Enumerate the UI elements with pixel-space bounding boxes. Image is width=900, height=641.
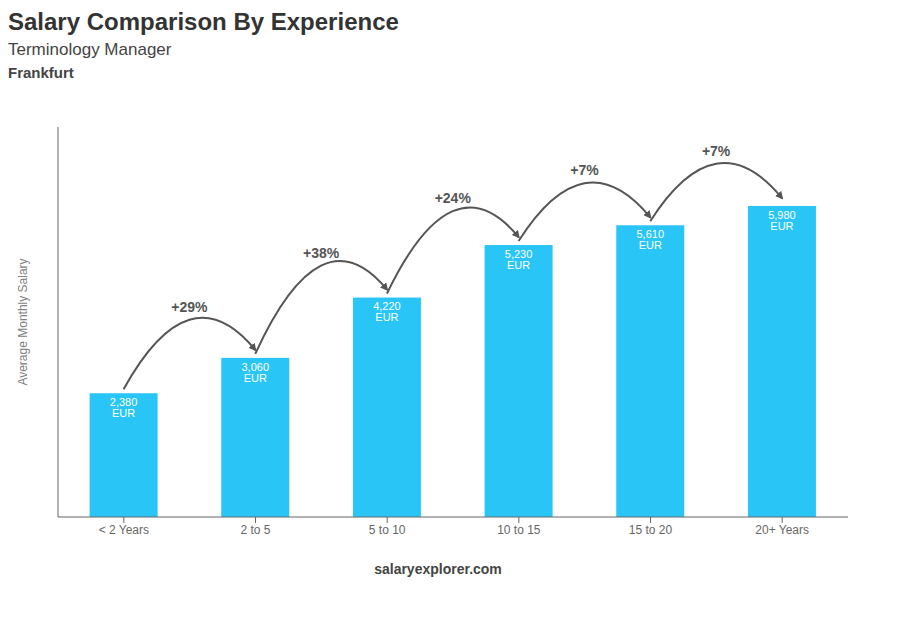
svg-text:5,230EUR: 5,230EUR <box>505 248 533 271</box>
svg-text:15 to 20: 15 to 20 <box>629 523 673 537</box>
html-text:Frankfurt: Frankfurt <box>8 64 74 81</box>
svg-text:+7%: +7% <box>570 162 599 178</box>
svg-text:5,980EUR: 5,980EUR <box>768 209 796 232</box>
svg-text:10 to 15: 10 to 15 <box>497 523 541 537</box>
html-text:Terminology Manager: Terminology Manager <box>8 40 172 59</box>
svg-text:2 to 5: 2 to 5 <box>240 523 270 537</box>
svg-text:Average Monthly Salary: Average Monthly Salary <box>16 258 30 385</box>
html-text:Salary Comparison By Experienc: Salary Comparison By Experience <box>8 8 399 35</box>
svg-text:2,380EUR: 2,380EUR <box>110 396 138 419</box>
svg-text:5 to 10: 5 to 10 <box>369 523 406 537</box>
svg-text:+38%: +38% <box>303 245 340 261</box>
svg-text:3,060EUR: 3,060EUR <box>242 361 270 384</box>
svg-text:+7%: +7% <box>702 143 731 159</box>
svg-text:+29%: +29% <box>171 299 208 315</box>
svg-text:4,220EUR: 4,220EUR <box>373 300 401 323</box>
svg-text:5,610EUR: 5,610EUR <box>637 228 665 251</box>
svg-text:+24%: +24% <box>435 190 472 206</box>
html-text:salaryexplorer.com: salaryexplorer.com <box>374 561 502 577</box>
svg-text:20+ Years: 20+ Years <box>755 523 809 537</box>
svg-text:< 2 Years: < 2 Years <box>99 523 149 537</box>
